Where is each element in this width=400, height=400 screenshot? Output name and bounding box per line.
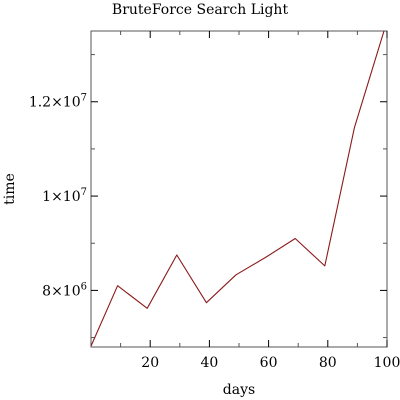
- series-group: [90, 30, 385, 347]
- y-axis-label: time: [2, 173, 18, 205]
- x-tick-label: 100: [374, 355, 400, 371]
- x-tick-label: 80: [319, 355, 337, 371]
- series-line: [90, 30, 385, 347]
- x-tick-label: 40: [200, 355, 218, 371]
- chart-title: BruteForce Search Light: [112, 2, 289, 18]
- tick-marks: [91, 31, 388, 347]
- y-tick-label: 1×107: [42, 187, 87, 205]
- x-tick-label: 20: [141, 355, 159, 371]
- x-tick-label: 60: [260, 355, 278, 371]
- y-tick-label: 8×106: [42, 281, 87, 299]
- y-tick-labels: 8×106 1×107 1.2×107: [29, 93, 87, 300]
- y-tick-label: 1.2×107: [29, 93, 87, 111]
- x-tick-labels: 20 40 60 80 100: [141, 355, 400, 371]
- x-axis-label: days: [223, 382, 255, 398]
